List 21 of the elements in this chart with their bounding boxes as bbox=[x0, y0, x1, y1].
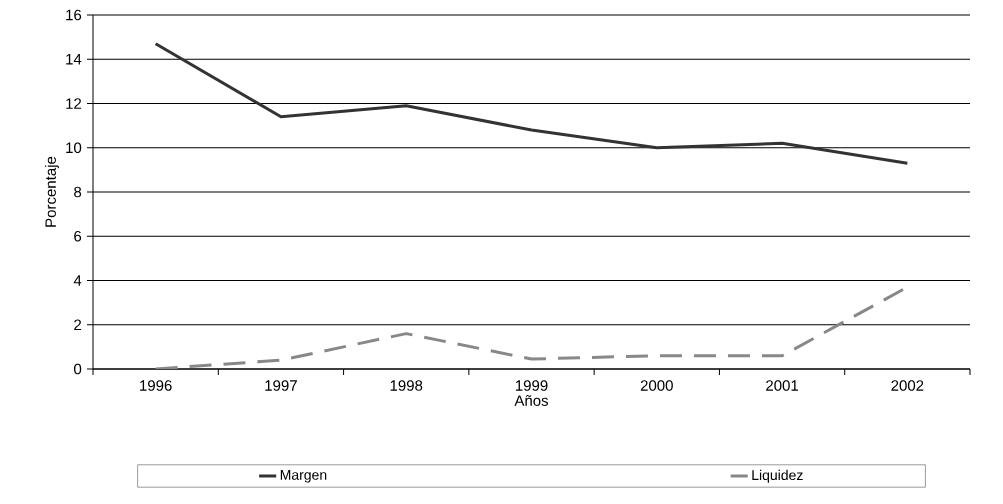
line-series bbox=[154, 42, 909, 165]
y-tick-label: 8 bbox=[74, 186, 82, 198]
y-tick-label: 4 bbox=[73, 275, 82, 286]
x-tick-label: 2000 bbox=[640, 380, 673, 391]
x-tick-label: 1996 bbox=[140, 380, 172, 391]
y-tick-label: 6 bbox=[74, 230, 82, 242]
y-tick-label: 0 bbox=[74, 363, 82, 375]
x-axis-title: Años bbox=[514, 395, 549, 406]
x-tick-label: 1998 bbox=[390, 380, 423, 391]
x-tick-label: 2001 bbox=[766, 380, 799, 391]
y-tick-label: 16 bbox=[66, 9, 82, 21]
x-tick-label: 1999 bbox=[515, 380, 548, 391]
x-tick-label: 1997 bbox=[265, 380, 297, 391]
y-axis-title: Porcentaje bbox=[44, 156, 59, 227]
legend-label: Liquidez bbox=[752, 469, 803, 483]
y-tick-label: 2 bbox=[74, 319, 82, 330]
x-tick-label: 2002 bbox=[891, 380, 924, 391]
y-tick-label: 14 bbox=[66, 54, 82, 65]
y-tick-label: 12 bbox=[66, 98, 82, 109]
y-tick-label: 10 bbox=[66, 142, 82, 154]
legend-label: Margen bbox=[280, 470, 327, 483]
